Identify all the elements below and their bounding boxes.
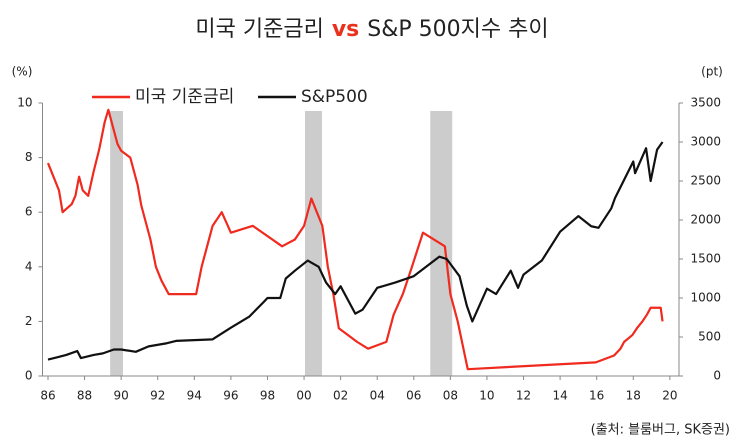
- x-tick-label: 98: [260, 389, 275, 403]
- title-highlight: vs: [332, 17, 359, 42]
- y-tick-label: 0: [25, 369, 33, 383]
- legend-label: S&P500: [301, 87, 368, 107]
- y2-tick-label: 1500: [690, 252, 721, 266]
- series-line: [46, 108, 664, 371]
- x-tick-label: 04: [370, 389, 385, 403]
- x-tick-label: 16: [589, 389, 604, 403]
- y-tick-label: 4: [25, 259, 33, 273]
- legend-label: 미국 기준금리: [135, 87, 234, 107]
- chart-title: 미국 기준금리 vs S&P 500지수 추이: [195, 17, 548, 42]
- y2-tick-label: 500: [698, 330, 721, 344]
- y2-tick-label: 2000: [690, 213, 721, 227]
- shaded-period: [110, 111, 123, 376]
- x-tick-label: 88: [77, 389, 92, 403]
- y2-tick-label: 2500: [690, 174, 721, 188]
- x-tick-label: 20: [662, 389, 677, 403]
- y2-tick-label: 1000: [690, 291, 721, 305]
- y2-unit: (pt): [701, 65, 723, 79]
- y2-tick-label: 3500: [690, 96, 721, 110]
- x-tick-label: 92: [150, 389, 165, 403]
- series-line: [47, 141, 664, 361]
- x-tick-label: 86: [40, 389, 55, 403]
- x-tick-label: 94: [187, 389, 202, 403]
- y-tick-label: 10: [17, 96, 32, 110]
- title-end: S&P 500지수 추이: [367, 17, 548, 42]
- y-tick-label: 8: [25, 150, 33, 164]
- y2-tick-label: 3000: [690, 135, 721, 149]
- title-text: 미국 기준금리: [195, 17, 323, 42]
- x-tick-label: 02: [333, 389, 348, 403]
- y-unit: (%): [12, 65, 33, 79]
- y-tick-label: 6: [25, 205, 33, 219]
- x-tick-label: 06: [406, 389, 421, 403]
- source: (출처: 블룸버그, SK증권): [591, 423, 730, 438]
- x-tick-label: 90: [114, 389, 129, 403]
- x-tick-label: 12: [516, 389, 531, 403]
- shaded-period: [304, 111, 322, 376]
- x-tick-label: 96: [223, 389, 238, 403]
- x-tick-label: 00: [296, 389, 311, 403]
- y-tick-label: 2: [25, 314, 33, 328]
- y2-tick-label: 0: [713, 369, 721, 383]
- x-tick-label: 10: [479, 389, 494, 403]
- x-tick-label: 08: [443, 389, 458, 403]
- x-tick-label: 14: [552, 389, 567, 403]
- x-tick-label: 18: [626, 389, 641, 403]
